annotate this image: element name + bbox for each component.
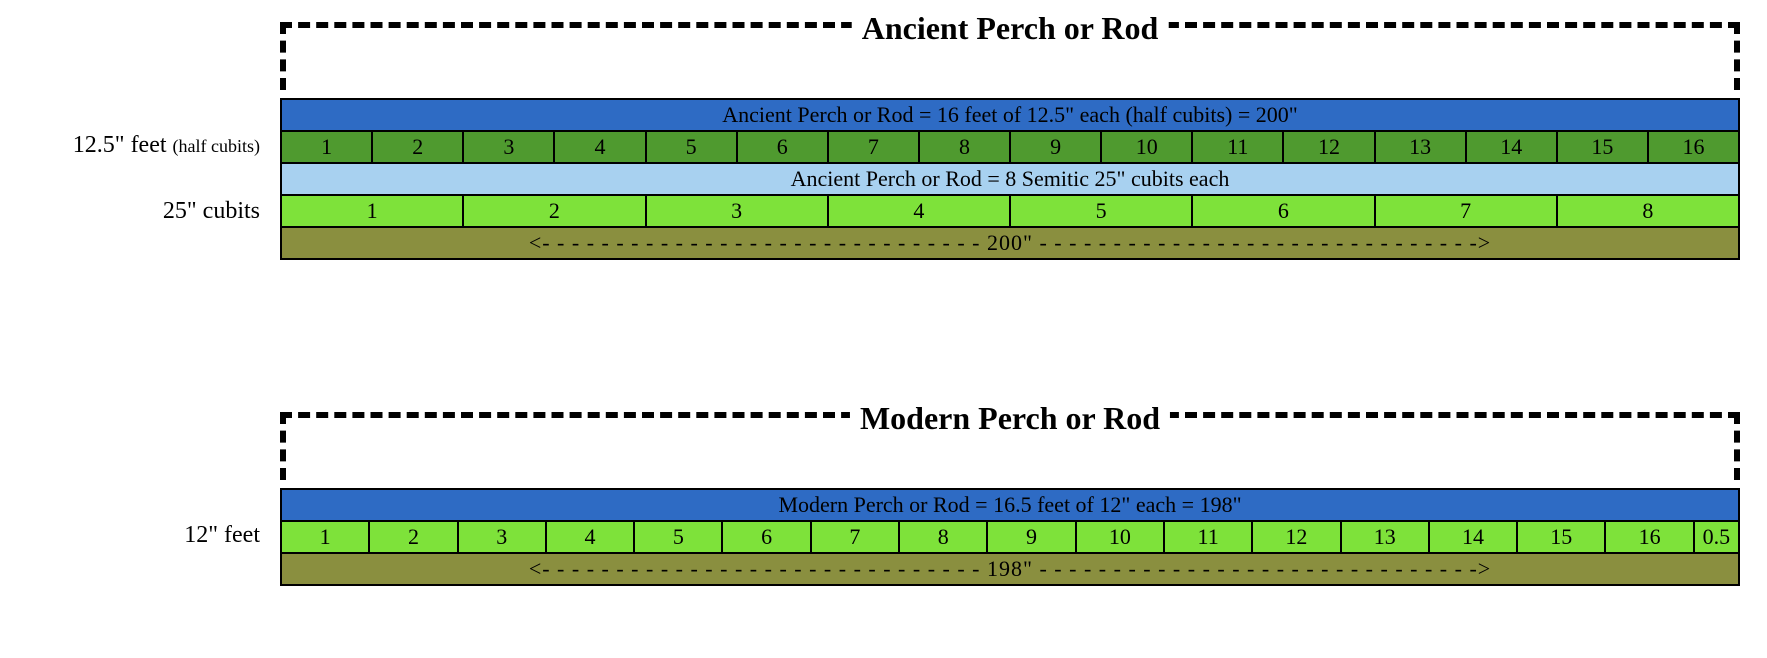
ancient-feet-cell: 13	[1376, 132, 1467, 162]
modern-feet-cell: 6	[723, 522, 811, 552]
ancient-feet-cell: 14	[1467, 132, 1558, 162]
modern-feet-cell: 15	[1518, 522, 1606, 552]
modern-feet-cell: 14	[1430, 522, 1518, 552]
modern-feet-cell: 0.5	[1695, 522, 1738, 552]
ancient-feet-cell: 5	[647, 132, 738, 162]
ancient-feet-cell: 1	[282, 132, 373, 162]
ancient-cubit-cell: 8	[1558, 196, 1738, 226]
ancient-header2-row: Ancient Perch or Rod = 8 Semitic 25" cub…	[280, 162, 1740, 196]
modern-feet-cell: 1	[282, 522, 370, 552]
modern-feet-cell: 11	[1165, 522, 1253, 552]
modern-feet-cell: 12	[1253, 522, 1341, 552]
ancient-feet-cell: 4	[555, 132, 646, 162]
ancient-title: Ancient Perch or Rod	[852, 10, 1169, 47]
modern-length-text: <- - - - - - - - - - - - - - - - - - - -…	[282, 554, 1738, 584]
ancient-feet-cell: 12	[1284, 132, 1375, 162]
modern-feet-cell: 16	[1606, 522, 1694, 552]
ancient-feet-cell: 10	[1102, 132, 1193, 162]
modern-feet-cell: 13	[1342, 522, 1430, 552]
ancient-cubit-cell: 6	[1193, 196, 1375, 226]
modern-header1-text: Modern Perch or Rod = 16.5 feet of 12" e…	[282, 490, 1738, 520]
modern-length-row: <- - - - - - - - - - - - - - - - - - - -…	[280, 552, 1740, 586]
ancient-feet-side-label: 12.5" feet (half cubits)	[0, 132, 260, 159]
modern-feet-cell: 4	[547, 522, 635, 552]
ancient-cubits-label: 25" cubits	[163, 198, 260, 224]
ancient-feet-cell: 16	[1649, 132, 1738, 162]
ancient-feet-label-sub: (half cubits)	[173, 136, 260, 156]
modern-feet-cell: 8	[900, 522, 988, 552]
modern-section: Modern Perch or Rod 12" feet Modern Perc…	[0, 400, 1767, 586]
ancient-header2-text: Ancient Perch or Rod = 8 Semitic 25" cub…	[282, 164, 1738, 194]
modern-feet-cell: 9	[988, 522, 1076, 552]
modern-feet-cell: 10	[1077, 522, 1165, 552]
ancient-cubit-cell: 3	[647, 196, 829, 226]
ancient-cubit-cell: 4	[829, 196, 1011, 226]
modern-bar-area: Modern Perch or Rod = 16.5 feet of 12" e…	[280, 488, 1740, 586]
ancient-feet-cell: 8	[920, 132, 1011, 162]
modern-feet-cell: 7	[812, 522, 900, 552]
modern-title: Modern Perch or Rod	[850, 400, 1170, 437]
modern-feet-cell: 2	[370, 522, 458, 552]
modern-feet-label: 12" feet	[184, 522, 260, 548]
ancient-feet-cell: 3	[464, 132, 555, 162]
ancient-length-text: <- - - - - - - - - - - - - - - - - - - -…	[282, 228, 1738, 258]
ancient-feet-cell: 9	[1011, 132, 1102, 162]
ancient-section: Ancient Perch or Rod 12.5" feet (half cu…	[0, 10, 1767, 260]
ancient-cubits-row: 12345678	[280, 194, 1740, 228]
modern-feet-cell: 5	[635, 522, 723, 552]
ancient-cubit-cell: 2	[464, 196, 646, 226]
ancient-cubit-cell: 1	[282, 196, 464, 226]
ancient-feet-cell: 2	[373, 132, 464, 162]
modern-header1-row: Modern Perch or Rod = 16.5 feet of 12" e…	[280, 488, 1740, 522]
modern-feet-cell: 3	[459, 522, 547, 552]
ancient-cubits-side-label: 25" cubits	[0, 198, 260, 225]
ancient-cubit-cell: 5	[1011, 196, 1193, 226]
ancient-feet-label-main: 12.5" feet	[73, 132, 167, 158]
ancient-cubit-cell: 7	[1376, 196, 1558, 226]
ancient-feet-cell: 6	[738, 132, 829, 162]
ancient-feet-cell: 11	[1193, 132, 1284, 162]
ancient-title-row: Ancient Perch or Rod	[280, 10, 1740, 58]
ancient-feet-cell: 7	[829, 132, 920, 162]
ancient-header1-row: Ancient Perch or Rod = 16 feet of 12.5" …	[280, 98, 1740, 132]
modern-feet-row: 123456789101112131415160.5	[280, 520, 1740, 554]
modern-title-row: Modern Perch or Rod	[280, 400, 1740, 448]
ancient-feet-row: 12345678910111213141516	[280, 130, 1740, 164]
ancient-header1-text: Ancient Perch or Rod = 16 feet of 12.5" …	[282, 100, 1738, 130]
modern-feet-side-label: 12" feet	[0, 522, 260, 549]
ancient-bar-area: Ancient Perch or Rod = 16 feet of 12.5" …	[280, 98, 1740, 260]
ancient-length-row: <- - - - - - - - - - - - - - - - - - - -…	[280, 226, 1740, 260]
ancient-feet-cell: 15	[1558, 132, 1649, 162]
